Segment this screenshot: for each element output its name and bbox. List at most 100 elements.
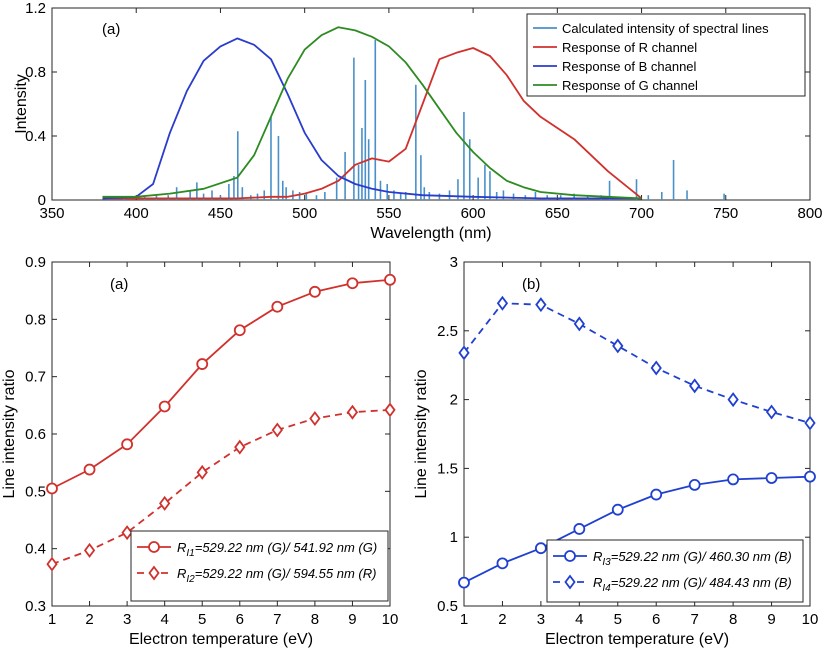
legend-label: RI2=529.22 nm (G)/ 594.55 nm (R) xyxy=(177,566,376,585)
x-tick-label: 4 xyxy=(575,611,583,628)
x-tick-label: 650 xyxy=(545,205,570,222)
x-tick-label: 6 xyxy=(652,611,660,628)
legend-box xyxy=(546,539,804,603)
data-marker xyxy=(765,404,778,420)
x-tick-label: 8 xyxy=(729,611,737,628)
data-marker xyxy=(196,358,209,370)
x-tick-label: 700 xyxy=(629,205,654,222)
y-tick-label: 2 xyxy=(450,392,458,409)
data-marker xyxy=(688,479,701,491)
data-marker xyxy=(159,495,171,511)
legend-subscript: I4 xyxy=(602,583,611,594)
y-tick-label: 0.3 xyxy=(25,598,46,615)
x-tick-label: 9 xyxy=(348,611,356,628)
x-tick-label: 10 xyxy=(382,611,399,628)
legend: RI3=529.22 nm (G)/ 460.30 nm (B) RI4=529.… xyxy=(546,539,804,603)
data-marker xyxy=(271,300,284,313)
series-line-2 xyxy=(51,409,391,565)
data-marker xyxy=(271,422,283,438)
legend-label: RI3=529.22 nm (G)/ 460.30 nm (B) xyxy=(593,549,792,568)
data-marker xyxy=(83,463,96,476)
data-marker xyxy=(458,576,470,589)
legend-label: RI4=529.22 nm (G)/ 484.43 nm (B) xyxy=(593,575,792,594)
spectrum-chart: 350 400 450 500 550 600 650 700 750 800 0 0.4 0.8 1.2… xyxy=(13,0,823,242)
panel-label: (a) xyxy=(102,21,120,38)
legend: Calculated intensity of spectral lines Re… xyxy=(526,13,806,97)
x-tick-label: 7 xyxy=(690,611,698,628)
series-line-1 xyxy=(463,475,811,584)
data-marker xyxy=(765,472,778,484)
data-marker xyxy=(496,557,509,570)
legend-marker xyxy=(564,550,576,562)
x-tick-label: 9 xyxy=(767,611,775,628)
data-marker xyxy=(233,324,246,337)
legend-text: =529.22 nm (G)/ 460.30 nm (B) xyxy=(611,549,792,564)
legend-subscript: I1 xyxy=(186,548,194,559)
data-marker xyxy=(611,503,624,516)
y-tick-label: 0.6 xyxy=(25,426,46,443)
data-marker xyxy=(534,542,547,555)
data-marker xyxy=(804,415,816,431)
legend-symbol: R xyxy=(177,540,186,555)
response-line-b xyxy=(102,37,642,200)
legend-marker xyxy=(564,574,576,590)
response-line-r xyxy=(102,47,643,200)
ratio-chart-red: 1 2 3 4 5 6 7 8 9 10 0.3 0.4 0.5 0.6 0.7 0.8 0.9 Electron… xyxy=(1,254,398,648)
data-marker xyxy=(496,295,509,311)
y-tick-label: 3 xyxy=(450,254,458,271)
data-marker xyxy=(650,360,662,376)
legend-box xyxy=(526,13,806,97)
data-marker xyxy=(46,482,58,495)
data-marker xyxy=(346,277,359,290)
data-marker xyxy=(308,285,321,298)
x-tick-label: 7 xyxy=(273,611,281,628)
x-tick-label: 6 xyxy=(236,611,244,628)
x-tick-label: 3 xyxy=(537,611,545,628)
y-tick-label: 0.8 xyxy=(25,64,46,81)
data-marker xyxy=(650,488,663,501)
legend-label: Calculated intensity of spectral lines xyxy=(562,21,769,36)
data-marker xyxy=(346,404,359,420)
x-tick-label: 800 xyxy=(797,205,822,222)
x-tick-label: 10 xyxy=(802,611,819,628)
legend-subscript: I3 xyxy=(602,557,611,568)
y-axis-label: Intensity xyxy=(13,74,30,134)
data-marker xyxy=(309,411,321,427)
legend-marker xyxy=(148,565,160,581)
legend-marker xyxy=(148,541,160,553)
data-marker xyxy=(384,402,396,418)
data-marker xyxy=(83,542,96,558)
legend-text: =529.22 nm (G)/ 594.55 nm (R) xyxy=(195,566,377,581)
data-marker xyxy=(158,400,171,413)
data-marker xyxy=(727,392,739,408)
x-tick-label: 450 xyxy=(208,205,233,222)
data-marker xyxy=(612,338,624,354)
series-line-1 xyxy=(51,278,391,490)
legend-label: Response of G channel xyxy=(562,78,698,93)
x-tick-label: 350 xyxy=(39,205,64,222)
legend-label: Response of B channel xyxy=(562,59,697,74)
x-tick-label: 3 xyxy=(123,611,131,628)
legend-text: =529.22 nm (G)/ 541.92 nm (G) xyxy=(195,540,377,555)
y-tick-label: 0.4 xyxy=(25,128,46,145)
x-axis-label: Electron temperature (eV) xyxy=(129,631,313,648)
series-line-2 xyxy=(463,302,811,424)
x-tick-label: 2 xyxy=(498,611,506,628)
legend-subscript: I2 xyxy=(186,574,195,585)
data-marker xyxy=(689,378,701,394)
legend-symbol: R xyxy=(177,566,186,581)
y-axis-label: Line intensity ratio xyxy=(413,369,430,498)
x-tick-label: 8 xyxy=(311,611,319,628)
data-marker xyxy=(121,525,133,541)
y-tick-label: 0 xyxy=(38,192,46,209)
legend-text: =529.22 nm (G)/ 484.43 nm (B) xyxy=(611,575,792,590)
y-tick-label: 0.9 xyxy=(25,254,46,271)
y-tick-label: 0.8 xyxy=(25,311,46,328)
x-tick-label: 400 xyxy=(124,205,149,222)
x-tick-label: 5 xyxy=(614,611,622,628)
plot-frame xyxy=(463,261,811,607)
x-tick-label: 5 xyxy=(198,611,206,628)
data-marker xyxy=(234,439,246,455)
